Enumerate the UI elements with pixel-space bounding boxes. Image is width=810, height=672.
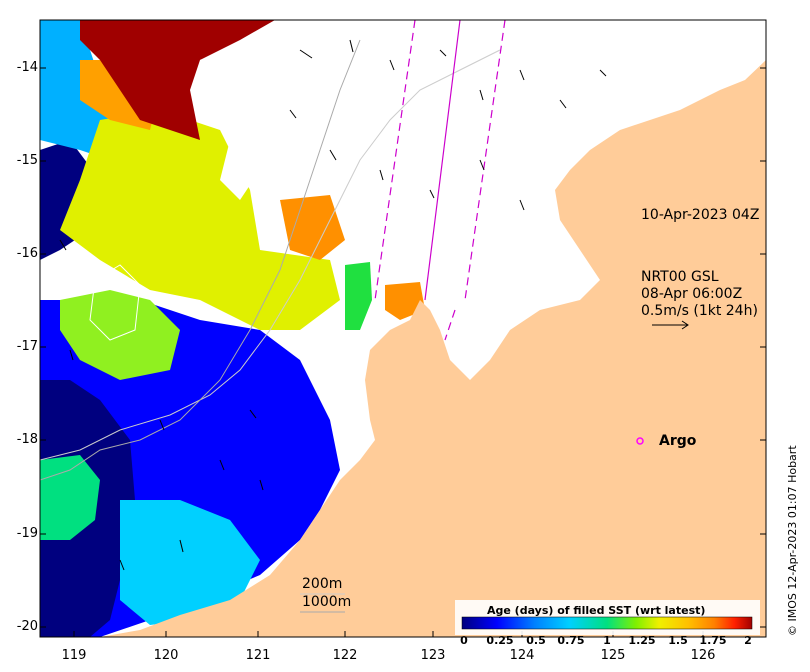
- legend-tick: 0.25: [486, 634, 514, 647]
- y-tick-label: -15: [16, 153, 38, 168]
- cyan-region: [120, 500, 260, 625]
- contour-200m: [40, 49, 501, 461]
- orange-region-2: [280, 195, 345, 260]
- satellite-track-lower: [444, 309, 456, 341]
- current-source-label: NRT00 GSL: [641, 269, 719, 285]
- x-tick-label: 126: [690, 648, 716, 663]
- green-region: [40, 455, 100, 540]
- y-tick-label: -17: [16, 339, 38, 354]
- y-tick-label: -18: [16, 432, 38, 447]
- legend-title: Age (days) of filled SST (wrt latest): [487, 604, 706, 617]
- lime-region: [60, 290, 180, 380]
- y-tick-label: -20: [16, 619, 38, 634]
- argo-label: Argo: [659, 433, 697, 449]
- sst-field: [40, 20, 425, 637]
- current-time-label: 08-Apr 06:00Z: [641, 286, 743, 302]
- contour-200m-label: 200m: [302, 576, 343, 592]
- legend-tick: 2: [744, 634, 752, 647]
- darkred-region: [80, 20, 275, 140]
- argo-marker: [636, 437, 644, 445]
- legend-tick: 1.5: [668, 634, 688, 647]
- current-scale-label: 0.5m/s (1kt 24h): [641, 303, 758, 319]
- y-tick-label: -14: [16, 60, 38, 75]
- legend-tick: 1.75: [699, 634, 727, 647]
- x-tick-label: 124: [509, 648, 535, 663]
- current-vectors: [59, 39, 607, 571]
- contour-1000m: [40, 39, 361, 481]
- x-tick-label: 120: [153, 648, 179, 663]
- x-tick-label: 119: [61, 648, 87, 663]
- white-hole: [200, 30, 290, 200]
- land-mass: [100, 60, 766, 637]
- contour-1000m-label: 1000m: [302, 594, 352, 610]
- legend-tick: 0.75: [557, 634, 585, 647]
- legend-tick: 1: [603, 634, 611, 647]
- contour-loop: [89, 264, 141, 341]
- legend-tick: 1.25: [628, 634, 656, 647]
- plot-frame: [39, 19, 767, 638]
- y-tick-label: -16: [16, 246, 38, 261]
- x-tick-label: 123: [420, 648, 446, 663]
- satellite-track-right: [464, 20, 506, 301]
- satellite-track-left: [374, 20, 416, 301]
- satellite-track-center: [424, 20, 461, 301]
- green-region-2: [345, 262, 372, 330]
- x-tick-label: 125: [600, 648, 626, 663]
- y-tick-label: -19: [16, 526, 38, 541]
- credit-text: © IMOS 12-Apr-2023 01:07 Hobart: [786, 445, 799, 636]
- colorbar: [461, 616, 753, 630]
- x-tick-label: 121: [245, 648, 271, 663]
- x-tick-label: 122: [332, 648, 358, 663]
- legend-tick: 0.5: [526, 634, 546, 647]
- current-scale-arrow: [652, 320, 689, 330]
- date-stamp: 10-Apr-2023 04Z: [641, 207, 760, 223]
- legend-tick: 0: [460, 634, 468, 647]
